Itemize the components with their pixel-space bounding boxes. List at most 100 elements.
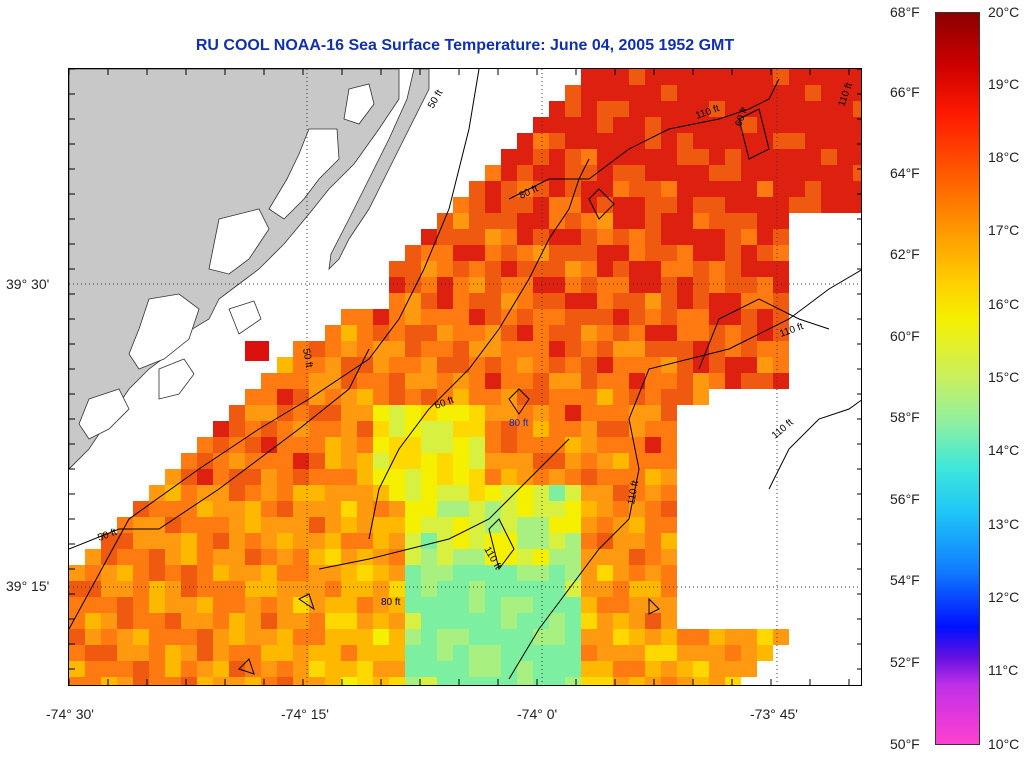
sst-cell	[117, 581, 133, 597]
sst-cell	[213, 677, 229, 685]
sst-cell	[501, 421, 517, 437]
sst-cell	[581, 309, 597, 325]
sst-cell	[549, 101, 565, 117]
sst-cell	[805, 85, 821, 101]
sst-cell	[597, 261, 613, 277]
sst-cell	[757, 117, 773, 133]
sst-cell	[309, 405, 325, 421]
sst-cell	[389, 517, 405, 533]
sst-cell	[101, 565, 117, 581]
sst-cell	[373, 309, 389, 325]
sst-cell	[661, 229, 677, 245]
sst-cell	[533, 357, 549, 373]
sst-cell	[501, 181, 517, 197]
sst-cell	[197, 517, 213, 533]
sst-cell	[549, 229, 565, 245]
sst-cell	[533, 117, 549, 133]
sst-cell	[645, 309, 661, 325]
sst-cell	[613, 69, 629, 85]
sst-cell	[453, 245, 469, 261]
sst-cell	[757, 197, 773, 213]
sst-cell	[117, 597, 133, 613]
sst-cell	[693, 213, 709, 229]
sst-cell	[501, 165, 517, 181]
sst-cell	[405, 245, 421, 261]
sst-cell	[533, 325, 549, 341]
sst-cell	[421, 309, 437, 325]
sst-cell	[373, 661, 389, 677]
sst-cell	[85, 597, 101, 613]
sst-cell	[101, 629, 117, 645]
sst-cell	[613, 437, 629, 453]
sst-cell	[533, 581, 549, 597]
sst-cell	[181, 453, 197, 469]
sst-cell	[453, 421, 469, 437]
sst-cell	[245, 517, 261, 533]
sst-cell	[341, 501, 357, 517]
sst-cell	[517, 245, 533, 261]
sst-cell	[789, 133, 805, 149]
sst-cell	[197, 501, 213, 517]
sst-cell	[517, 581, 533, 597]
sst-cell	[533, 405, 549, 421]
sst-cell	[213, 581, 229, 597]
sst-cell	[645, 101, 661, 117]
sst-cell	[453, 261, 469, 277]
sst-cell	[693, 133, 709, 149]
sst-cell	[373, 581, 389, 597]
sst-cell	[613, 101, 629, 117]
sst-cell	[325, 613, 341, 629]
contour-label: 50 ft	[426, 88, 445, 111]
sst-cell	[709, 325, 725, 341]
sst-cell	[693, 69, 709, 85]
sst-cell	[757, 357, 773, 373]
sst-cell	[645, 437, 661, 453]
sst-cell	[357, 437, 373, 453]
sst-cell	[245, 485, 261, 501]
sst-cell	[677, 69, 693, 85]
sst-cell	[229, 629, 245, 645]
sst-cell	[389, 437, 405, 453]
sst-cell	[277, 421, 293, 437]
sst-cell	[325, 389, 341, 405]
sst-cell	[341, 453, 357, 469]
x-tick-label: -74° 0'	[517, 706, 558, 722]
sst-cell	[181, 677, 197, 685]
sst-cell	[517, 469, 533, 485]
sst-cell	[661, 549, 677, 565]
sst-cell	[437, 549, 453, 565]
sst-cell	[613, 229, 629, 245]
sst-cell	[597, 469, 613, 485]
sst-cell	[501, 341, 517, 357]
sst-cell	[437, 453, 453, 469]
sst-cell	[533, 645, 549, 661]
sst-cell	[373, 517, 389, 533]
sst-cell	[229, 453, 245, 469]
sst-cell	[293, 581, 309, 597]
sst-cell	[517, 453, 533, 469]
sst-cell	[741, 293, 757, 309]
fahrenheit-tick: 64°F	[890, 165, 920, 181]
sst-cell	[805, 165, 821, 181]
sst-cell	[437, 565, 453, 581]
sst-cell	[661, 69, 677, 85]
sst-cell	[661, 245, 677, 261]
sst-cell	[645, 453, 661, 469]
sst-cell	[325, 469, 341, 485]
sst-cell	[581, 629, 597, 645]
sst-cell	[341, 549, 357, 565]
sst-cell	[725, 85, 741, 101]
sst-cell	[757, 181, 773, 197]
sst-cell	[341, 645, 357, 661]
sst-cell	[117, 517, 133, 533]
sst-cell	[741, 85, 757, 101]
sst-cell	[277, 613, 293, 629]
sst-cell	[261, 437, 277, 453]
sst-cell	[421, 453, 437, 469]
sst-cell	[469, 437, 485, 453]
sst-cell	[501, 261, 517, 277]
sst-cell	[389, 421, 405, 437]
sst-cell	[437, 261, 453, 277]
sst-cell	[661, 373, 677, 389]
sst-cell	[677, 245, 693, 261]
